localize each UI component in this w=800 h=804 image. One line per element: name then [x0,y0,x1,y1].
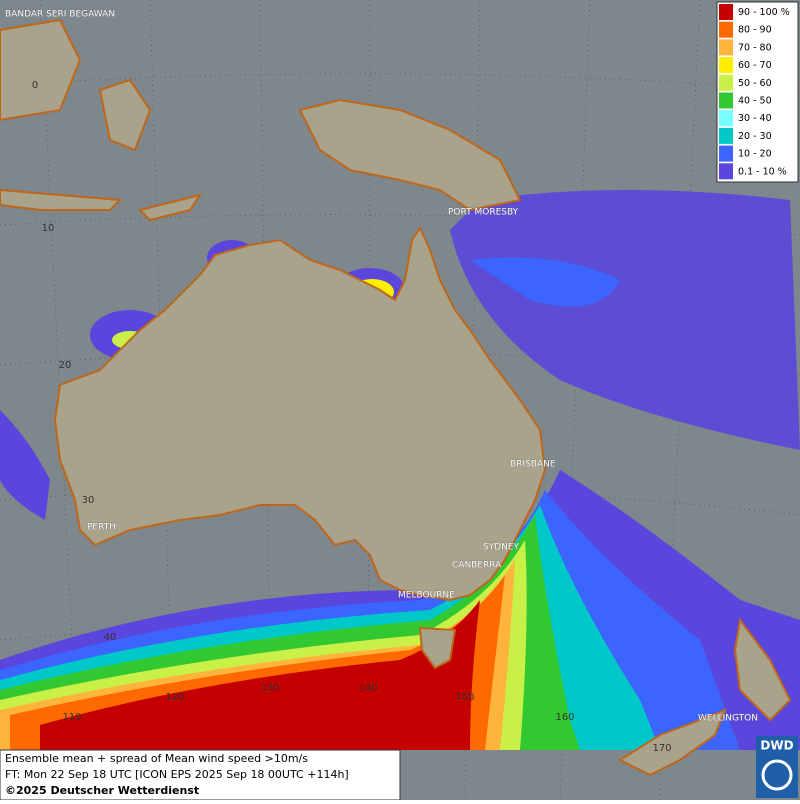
lon-label: 140 [358,683,377,694]
legend-swatch [719,39,733,56]
legend-label: 40 - 50 [738,96,772,107]
legend-swatch [719,74,733,91]
lon-label: 160 [555,712,574,723]
legend-label: 80 - 90 [738,25,772,36]
legend-label: 60 - 70 [738,60,772,71]
lat-label: 10 [42,223,55,234]
footer: Ensemble mean + spread of Mean wind spee… [0,749,401,801]
legend-label: 30 - 40 [738,113,772,124]
city-label: PORT MORESBY [448,208,519,218]
legend-swatch [719,21,733,38]
legend-swatch [719,110,733,127]
lat-label: 30 [82,495,95,506]
legend-label: 10 - 20 [738,149,772,160]
land [0,18,792,777]
legend-swatch [719,127,733,144]
lat-label: 40 [104,632,117,643]
city-label: PERTH [87,523,116,533]
city-label: MELBOURNE [398,591,455,601]
logo-text: DWD [760,739,793,753]
lat-label: 0 [32,80,38,91]
lon-label: 170 [652,743,671,754]
lon-label: 130 [260,683,279,694]
footer-line: ©2025 Deutscher Wetterdienst [5,784,199,797]
legend-swatch [719,92,733,109]
legend-swatch [719,145,733,162]
legend-label: 90 - 100 % [738,7,790,18]
lon-label: 150 [455,692,474,703]
legend-swatch [719,4,733,20]
legend-swatch [719,57,733,74]
footer-line: Ensemble mean + spread of Mean wind spee… [5,752,308,765]
wind-field [0,190,800,750]
logo: DWD [756,736,798,798]
logo-icon [761,759,793,791]
footer-box [0,749,401,801]
city-label: CANBERRA [452,561,502,571]
legend-label: 50 - 60 [738,78,772,89]
city-label: SYDNEY [483,543,520,553]
legend-label: 70 - 80 [738,42,772,53]
city-label: BRISBANE [510,460,556,470]
graticule-labels: 0 10 20 30 40 110 120 130 140 150 160 170 [32,80,672,754]
lat-label: 20 [59,360,72,371]
cities: BANDAR SERI BEGAWAN PORT MORESBY BRISBANE S… [5,9,758,724]
footer-line: FT: Mon 22 Sep 18 UTC [ICON EPS 2025 Sep… [5,768,349,781]
legend: 90 - 100 % 80 - 90 70 - 80 60 - 70 50 - 60 40… [716,1,799,183]
legend-label: 0.1 - 10 % [738,166,787,177]
city-label: WELLINGTON [698,714,758,724]
lon-label: 110 [62,712,81,723]
legend-swatch [719,163,733,180]
legend-label: 20 - 30 [738,131,772,142]
lon-label: 120 [165,692,184,703]
city-label: BANDAR SERI BEGAWAN [5,10,115,20]
